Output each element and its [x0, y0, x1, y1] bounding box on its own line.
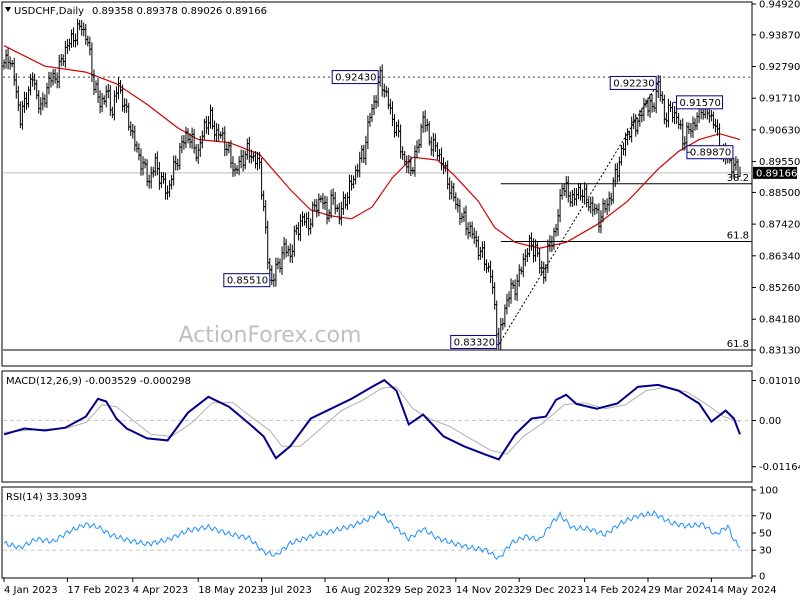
watermark: ActionForex.com	[179, 323, 362, 348]
price-axis-label: 0.89550	[759, 157, 800, 168]
macd-line	[3, 378, 741, 461]
swing-label: 0.92430	[335, 73, 376, 84]
swing-label: 0.89870	[690, 148, 731, 159]
rsi-pane-frame	[1, 486, 753, 579]
trendline	[498, 82, 659, 345]
x-axis-label: 29 Mar 2024	[648, 585, 711, 596]
x-axis-label: 18 May 2023	[198, 585, 263, 596]
x-axis-label: 3 Jul 2023	[262, 585, 312, 596]
price-axis-label: 0.90630	[759, 125, 800, 136]
price-axis-label: 0.94920	[759, 0, 800, 11]
price-axis-label: 0.87420	[759, 220, 800, 231]
x-axis-label: 14 Feb 2024	[585, 585, 647, 596]
x-axis-label: 29 Dec 2023	[519, 585, 583, 596]
symbol-dropdown-icon[interactable]	[5, 7, 11, 12]
current-price-box	[753, 166, 797, 179]
swing-label-box	[450, 334, 498, 349]
price-axis-label: 0.84180	[759, 315, 800, 326]
price-axis-label: 0.86340	[759, 251, 800, 262]
swing-label: 0.91570	[680, 98, 721, 109]
x-axis-label: 4 Apr 2023	[133, 585, 188, 596]
rsi-label: RSI(14) 33.3093	[6, 492, 87, 503]
swing-label: 0.92230	[613, 78, 654, 89]
x-axis-label: 17 Feb 2023	[67, 585, 129, 596]
macd-label: MACD(12,26,9) -0.003529 -0.000298	[6, 376, 191, 387]
rsi-axis-label: 30	[759, 546, 772, 557]
price-axis-label: 0.88500	[759, 188, 800, 199]
x-axis-label: 4 Jan 2023	[4, 585, 58, 596]
price-axis-label: 0.93870	[759, 30, 800, 41]
rsi-line	[3, 510, 741, 560]
macd-pane-frame	[1, 370, 753, 483]
fibonacci-level-label: 61.8	[727, 230, 749, 241]
x-axis-label: 29 Sep 2023	[388, 585, 451, 596]
price-axis-label: 0.91710	[759, 94, 800, 105]
x-axis-label: 16 Aug 2023	[325, 585, 389, 596]
swing-label: 0.83320	[454, 337, 495, 348]
x-axis-label: 14 Nov 2023	[456, 585, 520, 596]
price-axis-label: 0.83130	[759, 346, 800, 357]
moving-average-line	[3, 45, 741, 249]
macd-signal-line	[3, 386, 741, 455]
rsi-axis-label: 70	[759, 511, 772, 522]
macd-axis-label: -0.011645	[759, 462, 800, 473]
macd-axis-label: 0.00	[759, 416, 781, 427]
current-price-label: 0.89166	[756, 168, 797, 179]
rsi-axis-label: 100	[759, 486, 778, 497]
swing-label: 0.85510	[227, 276, 268, 287]
price-axis-label: 0.92790	[759, 62, 800, 73]
macd-axis-label: 0.010101	[759, 376, 800, 387]
swing-label-box	[223, 273, 271, 288]
x-axis-label: 14 May 2024	[711, 585, 776, 596]
symbol-label: USDCHF,Daily	[14, 6, 84, 17]
fibonacci-level-label: 61.8	[727, 339, 749, 350]
rsi-axis-label: 50	[759, 529, 772, 540]
price-axis-label: 0.85260	[759, 283, 800, 294]
rsi-axis-label: 0	[759, 572, 765, 583]
ohlc-readout: 0.89358 0.89378 0.89026 0.89166	[92, 6, 267, 17]
